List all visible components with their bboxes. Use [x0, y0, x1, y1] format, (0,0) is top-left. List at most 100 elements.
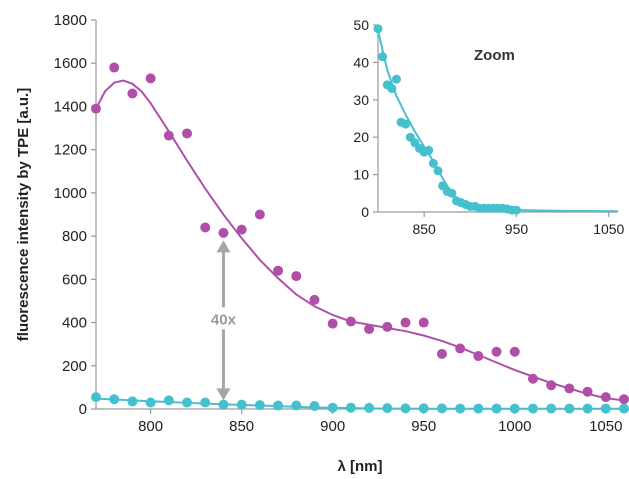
- data-point: [327, 402, 338, 413]
- y-axis-title: fluorescence intensity by TPE [a.u.]: [15, 88, 32, 341]
- y-tick-label: 10: [353, 167, 369, 183]
- y-tick-label: 50: [353, 17, 369, 33]
- data-point: [91, 103, 101, 114]
- data-point: [455, 403, 466, 414]
- data-point: [273, 400, 284, 411]
- y-tick-label: 0: [79, 401, 87, 418]
- data-point: [418, 317, 429, 328]
- annotation-label: 40x: [211, 311, 237, 328]
- data-point: [491, 403, 502, 414]
- data-point: [236, 399, 247, 410]
- data-point: [163, 395, 174, 406]
- inset-title: Zoom: [474, 47, 515, 64]
- inset-data-points: [373, 24, 521, 215]
- fit-line: [95, 397, 624, 410]
- data-point: [511, 205, 521, 215]
- data-point: [546, 380, 557, 391]
- data-point: [254, 209, 265, 220]
- data-point: [447, 188, 457, 198]
- x-tick-label: 800: [138, 418, 163, 435]
- data-point: [619, 394, 629, 405]
- data-point: [364, 402, 375, 413]
- y-tick-label: 30: [353, 92, 369, 108]
- y-tick-label: 1600: [54, 55, 87, 72]
- data-point: [273, 265, 284, 276]
- data-point: [546, 403, 557, 414]
- data-point: [218, 399, 229, 410]
- data-point: [400, 403, 411, 414]
- data-point: [428, 158, 438, 168]
- data-point: [436, 348, 447, 359]
- data-point: [364, 324, 375, 335]
- data-point: [473, 403, 484, 414]
- data-point: [291, 400, 302, 411]
- data-point: [145, 397, 156, 408]
- data-point: [309, 294, 320, 305]
- y-tick-label: 40: [353, 54, 369, 70]
- arrow-down-icon: [216, 388, 231, 401]
- data-point: [509, 403, 520, 414]
- data-point: [309, 400, 320, 411]
- y-tick-label: 200: [62, 358, 87, 375]
- data-point: [418, 403, 429, 414]
- x-tick-label: 1000: [498, 418, 531, 435]
- data-point: [600, 392, 611, 403]
- data-point: [491, 346, 502, 357]
- data-point: [109, 394, 120, 405]
- data-point: [400, 317, 411, 328]
- data-point: [127, 88, 138, 99]
- y-tick-label: 1200: [54, 142, 87, 159]
- fit-line: [95, 79, 625, 402]
- x-tick-label: 850: [412, 221, 436, 237]
- data-point: [127, 396, 138, 407]
- data-point: [254, 400, 265, 411]
- x-tick-label: 1050: [593, 221, 624, 237]
- x-tick-label: 950: [505, 221, 529, 237]
- data-point: [382, 321, 393, 332]
- data-point: [200, 222, 211, 233]
- data-point: [200, 397, 211, 408]
- data-point: [473, 351, 484, 362]
- data-point: [619, 403, 629, 414]
- data-point: [291, 271, 302, 282]
- data-point: [564, 383, 575, 394]
- data-point: [382, 403, 393, 414]
- data-point: [433, 166, 443, 176]
- fold-change-annotation: 40x: [203, 240, 244, 401]
- y-tick-label: 20: [353, 129, 369, 145]
- x-axis-title: λ [nm]: [338, 458, 383, 475]
- annotation-label-background: [203, 307, 244, 330]
- y-tick-label: 600: [62, 271, 87, 288]
- data-point: [582, 403, 593, 414]
- data-point: [145, 73, 156, 84]
- main-data-points: [91, 62, 629, 414]
- data-point: [436, 403, 447, 414]
- data-point: [182, 397, 193, 408]
- data-point: [527, 373, 538, 384]
- y-tick-label: 0: [361, 204, 369, 220]
- data-point: [91, 392, 101, 403]
- data-point: [401, 119, 411, 129]
- y-tick-label: 1400: [54, 98, 87, 115]
- data-point: [509, 346, 520, 357]
- y-tick-label: 800: [62, 228, 87, 245]
- data-point: [182, 128, 193, 139]
- y-tick-label: 400: [62, 315, 87, 332]
- data-point: [327, 318, 338, 329]
- y-tick-label: 1800: [54, 12, 87, 29]
- data-point: [424, 145, 434, 155]
- data-point: [373, 24, 383, 34]
- data-point: [109, 62, 120, 73]
- inset-zoom-plot: 0 10 20 30 40 50 850 950 1050 Zoom: [330, 8, 626, 243]
- arrow-up-icon: [216, 240, 231, 253]
- x-tick-label: 950: [411, 418, 436, 435]
- data-point: [345, 316, 356, 327]
- data-point: [582, 386, 593, 397]
- data-point: [387, 84, 397, 94]
- data-point: [564, 403, 575, 414]
- data-point: [455, 343, 466, 354]
- data-point: [163, 130, 174, 141]
- data-point: [527, 403, 538, 414]
